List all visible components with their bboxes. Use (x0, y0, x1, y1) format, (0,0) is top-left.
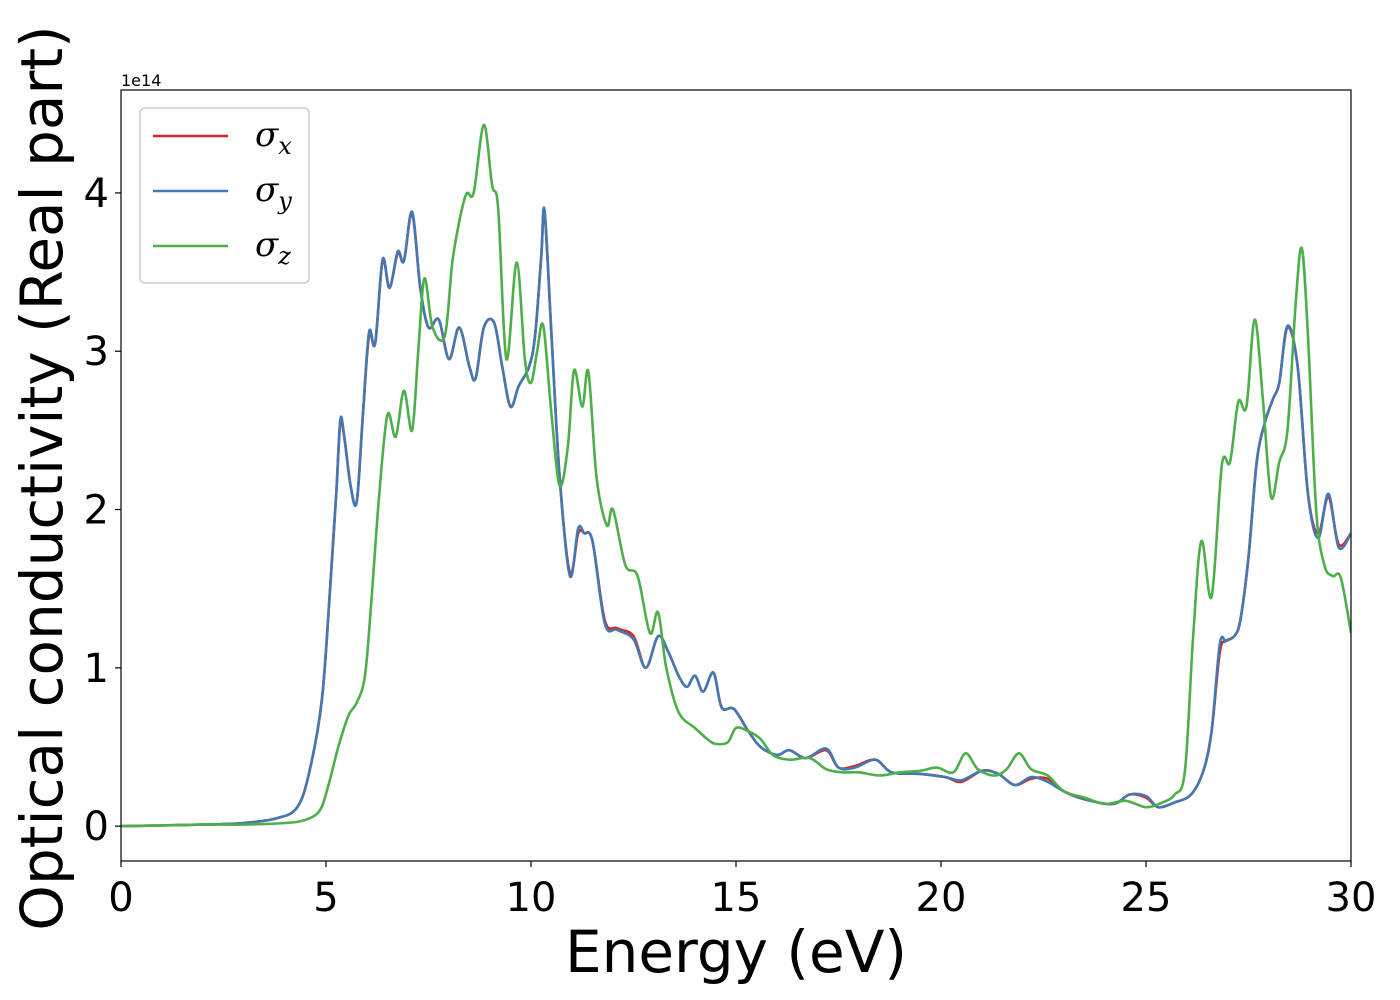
y-tick-label: 4 (84, 171, 109, 217)
y-offset-label: 1e14 (121, 71, 161, 90)
x-tick-label: 15 (711, 875, 762, 921)
x-tick-label: 5 (313, 875, 338, 921)
x-tick-label: 10 (506, 875, 557, 921)
legend-label-x: σx (255, 115, 292, 160)
y-tick-label: 1 (84, 646, 109, 692)
x-tick-label: 25 (1121, 875, 1172, 921)
y-tick-label: 3 (84, 329, 109, 375)
series-layer (121, 123, 1351, 828)
legend-label-z: σz (255, 225, 291, 270)
x-tick-label: 20 (916, 875, 967, 921)
legend-box (139, 107, 310, 284)
x-tick-label: 30 (1326, 875, 1377, 921)
x-tick-label: 0 (108, 875, 133, 921)
y-axis: 0 1 2 3 4 (84, 171, 121, 850)
x-axis-title: Energy (eV) (565, 918, 907, 986)
legend: σx σy σz (139, 107, 310, 284)
y-axis-title: Optical conductivity (Real part) (8, 25, 76, 930)
y-tick-label: 0 (84, 804, 109, 850)
legend-label-y: σy (255, 170, 292, 215)
series-line-y (121, 206, 1351, 828)
x-axis: 0 5 10 15 20 25 30 (108, 861, 1376, 921)
y-tick-label: 2 (84, 488, 109, 534)
series-line-z (121, 123, 1351, 828)
